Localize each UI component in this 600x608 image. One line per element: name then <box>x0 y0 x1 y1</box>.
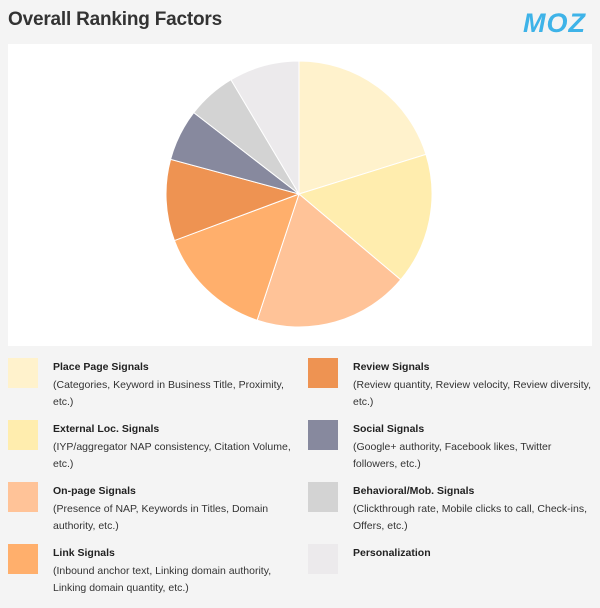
pie-slice-review-signals <box>165 158 301 242</box>
legend-swatch <box>308 358 338 388</box>
legend-label: Social Signals <box>353 423 425 435</box>
legend-item-link-signals: Link Signals (Inbound anchor text, Linki… <box>8 540 298 602</box>
legend-item-personalization: Personalization <box>308 540 598 602</box>
legend-label: Link Signals <box>53 547 115 559</box>
pie-slice-personalization <box>230 60 300 196</box>
moz-logo: MOZ <box>523 8 586 38</box>
legend-description: (Categories, Keyword in Business Title, … <box>53 379 284 408</box>
legend-item-external-loc-signals: External Loc. Signals (IYP/aggregator NA… <box>8 416 298 478</box>
legend-label: On-page Signals <box>53 485 136 497</box>
legend-description: (Google+ authority, Facebook likes, Twit… <box>353 441 552 470</box>
legend-description: (Review quantity, Review velocity, Revie… <box>353 379 592 408</box>
legend-swatch <box>8 420 38 450</box>
legend-item-behavioral-mob-signals: Behavioral/Mob. Signals (Clickthrough ra… <box>308 478 598 540</box>
legend-swatch <box>308 482 338 512</box>
chart-title: Overall Ranking Factors <box>8 9 222 30</box>
pie-slice-place-page-signals <box>298 60 427 195</box>
legend: Place Page Signals (Categories, Keyword … <box>0 354 600 608</box>
legend-swatch <box>308 544 338 574</box>
legend-label: External Loc. Signals <box>53 423 160 435</box>
legend-description: (Clickthrough rate, Mobile clicks to cal… <box>353 503 587 532</box>
pie-slice-external-loc-signals <box>297 153 433 281</box>
pie-chart <box>165 60 433 328</box>
pie-slice-link-signals <box>173 193 300 321</box>
legend-label: Review Signals <box>353 361 430 373</box>
legend-swatch <box>8 358 38 388</box>
legend-item-on-page-signals: On-page Signals (Presence of NAP, Keywor… <box>8 478 298 540</box>
legend-label: Behavioral/Mob. Signals <box>353 485 475 497</box>
legend-swatch <box>8 482 38 512</box>
legend-item-review-signals: Review Signals (Review quantity, Review … <box>308 354 598 416</box>
legend-label: Place Page Signals <box>53 361 149 373</box>
legend-item-place-page-signals: Place Page Signals (Categories, Keyword … <box>8 354 298 416</box>
legend-swatch <box>8 544 38 574</box>
legend-swatch <box>308 420 338 450</box>
legend-description: (IYP/aggregator NAP consistency, Citatio… <box>53 441 291 470</box>
legend-description: (Inbound anchor text, Linking domain aut… <box>53 565 272 594</box>
legend-label: Personalization <box>353 547 431 559</box>
legend-item-social-signals: Social Signals (Google+ authority, Faceb… <box>308 416 598 478</box>
pie-chart-area <box>8 44 592 346</box>
legend-description: (Presence of NAP, Keywords in Titles, Do… <box>53 503 269 532</box>
pie-slice-on-page-signals <box>256 193 402 328</box>
